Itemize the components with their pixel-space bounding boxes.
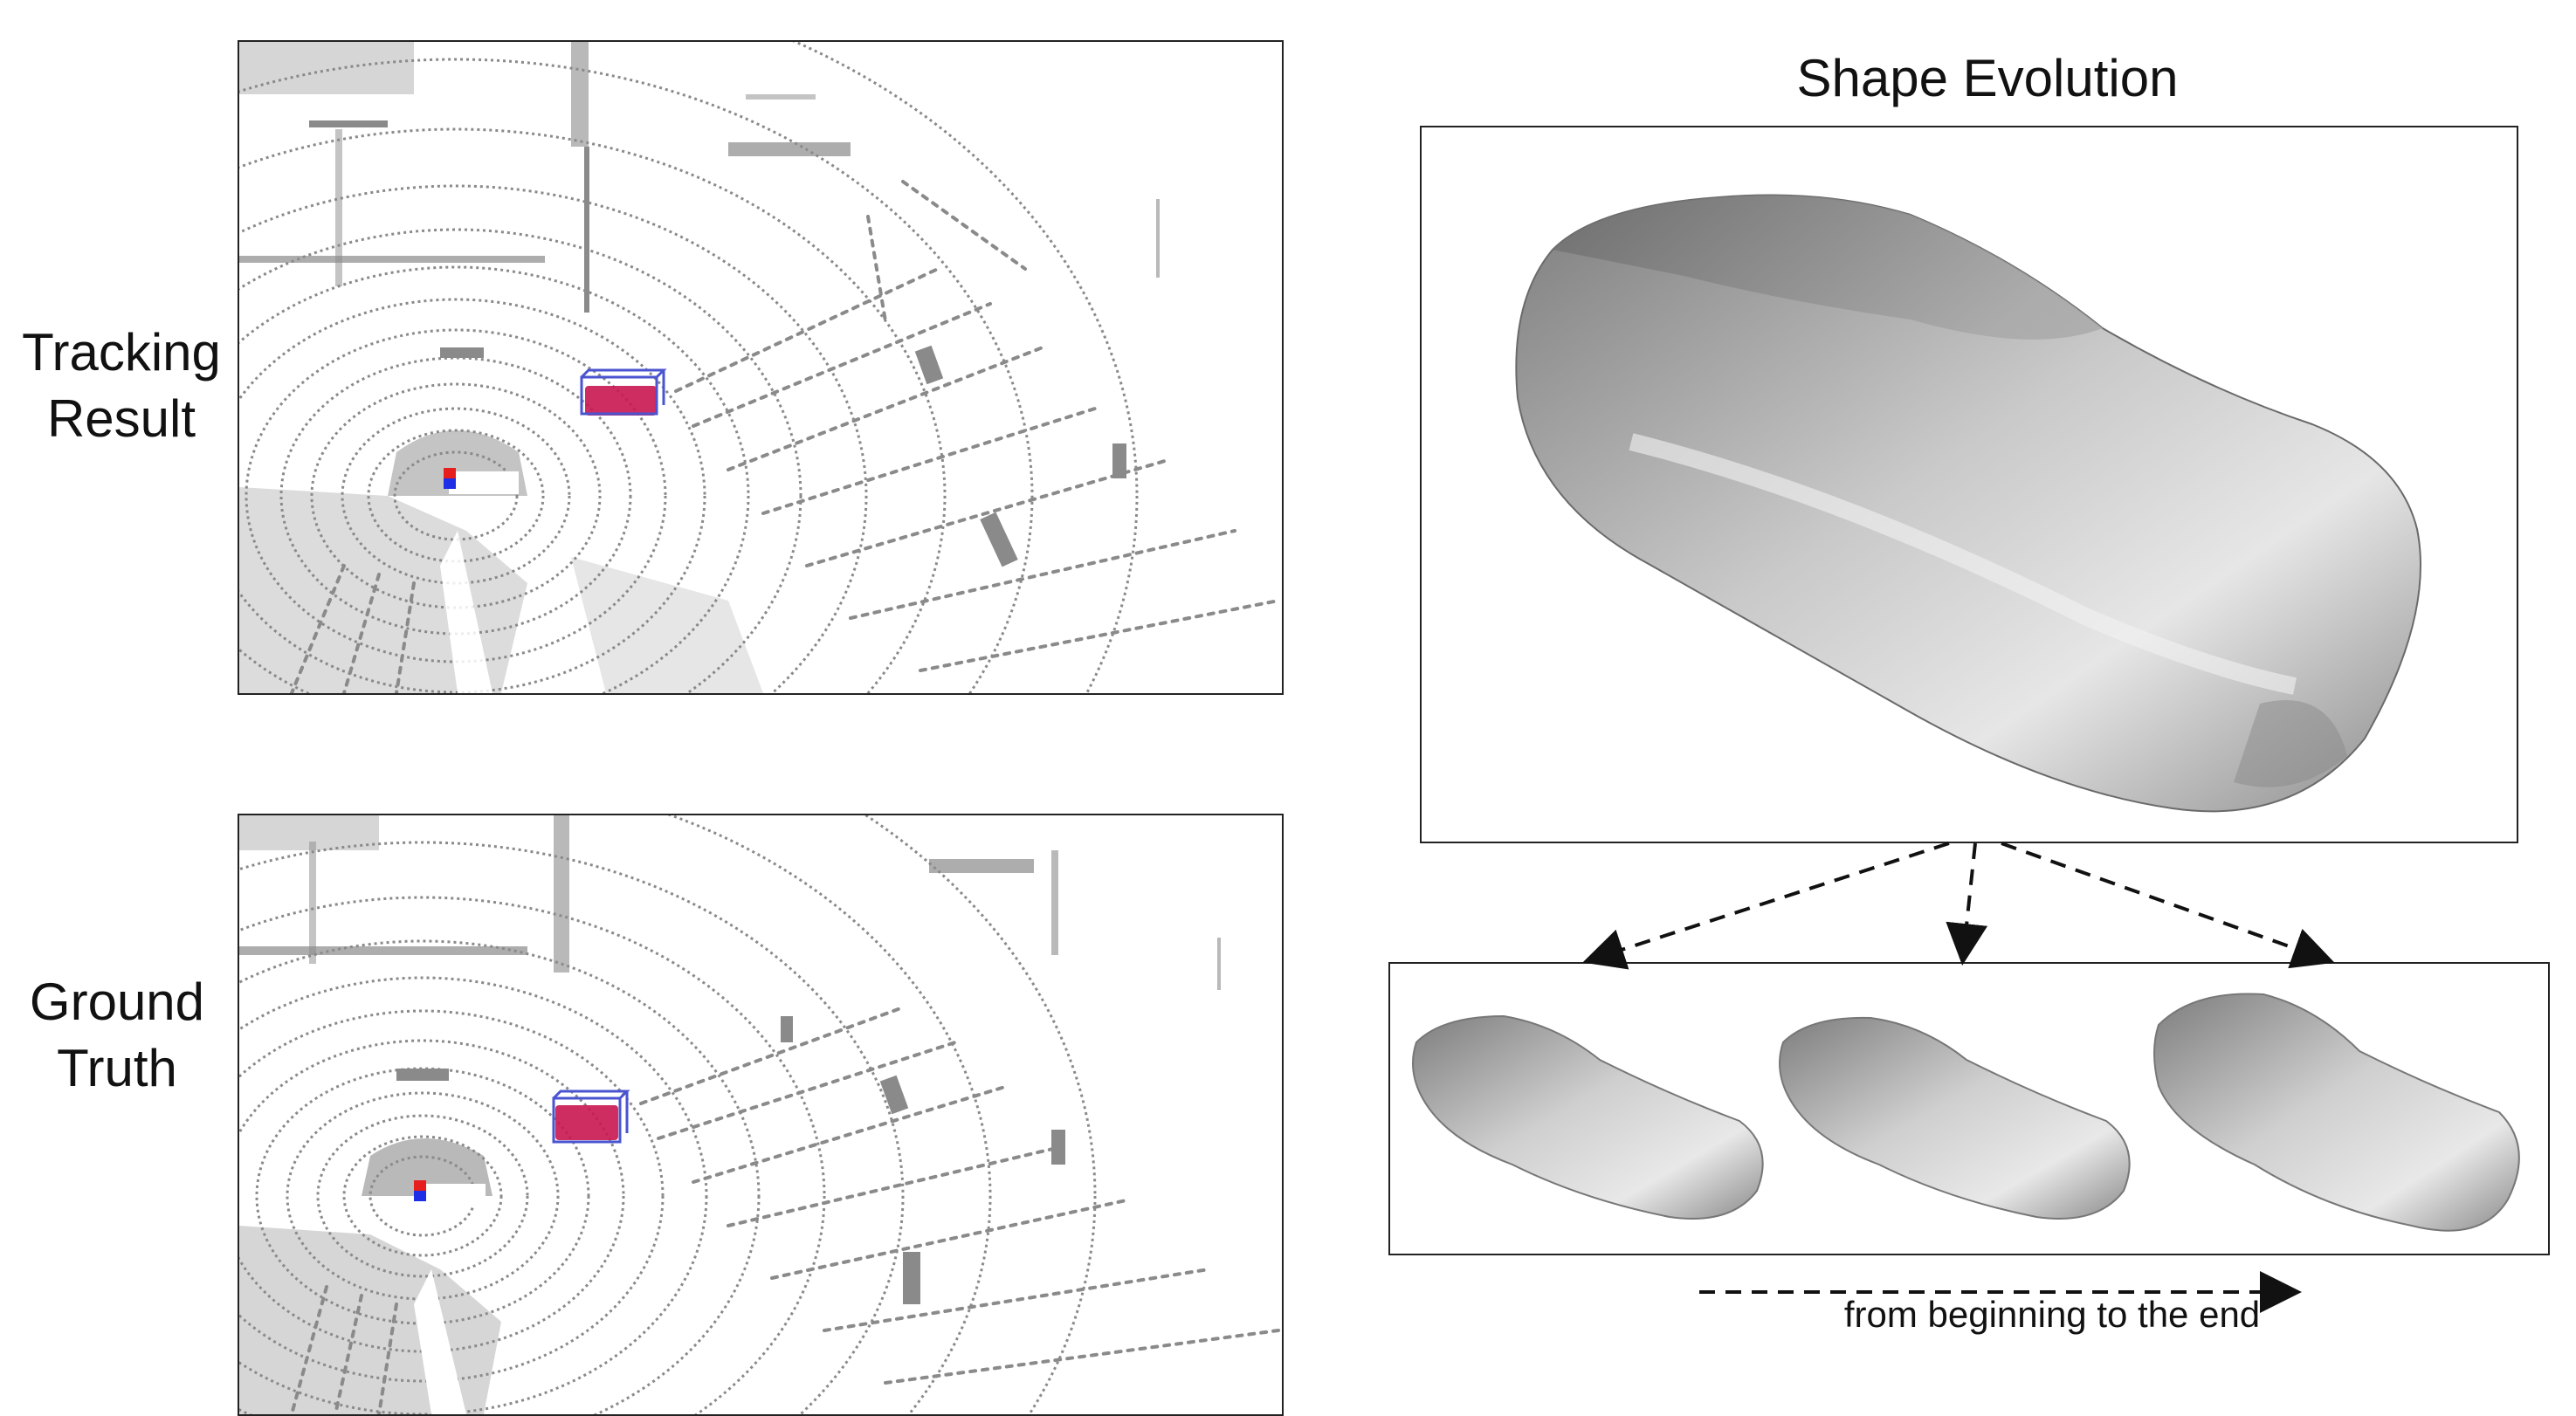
ego-marker-red bbox=[414, 1180, 426, 1191]
bounding-box-icon bbox=[580, 368, 667, 416]
ground-truth-label-line2: Truth bbox=[57, 1039, 177, 1097]
ego-marker-blue bbox=[414, 1191, 426, 1201]
tracking-result-label: Tracking Result bbox=[9, 320, 234, 452]
lidar-ground-mass bbox=[239, 1138, 501, 1414]
bounding-box-icon bbox=[552, 1089, 630, 1144]
shape-evolution-title: Shape Evolution bbox=[1796, 49, 2179, 107]
car-side-highlight bbox=[1629, 433, 2297, 695]
ground-truth-panel bbox=[238, 814, 1284, 1416]
lidar-scattered-streaks bbox=[290, 1006, 1280, 1414]
tracking-result-panel bbox=[238, 40, 1284, 695]
arrow-to-middle bbox=[1946, 842, 1988, 966]
ego-vehicle bbox=[419, 1184, 486, 1205]
car-mesh-large bbox=[1515, 194, 2421, 813]
ground-truth-label-line1: Ground bbox=[29, 973, 205, 1031]
lidar-scene-ground-truth bbox=[239, 815, 1280, 1414]
tracked-car-points bbox=[555, 1105, 618, 1140]
lidar-scene-tracking bbox=[239, 42, 1280, 693]
lidar-objects bbox=[781, 1016, 1065, 1304]
lidar-objects bbox=[914, 345, 1126, 567]
ground-truth-label: Ground Truth bbox=[9, 969, 225, 1102]
car-wheel-shade-rear bbox=[2234, 700, 2347, 787]
tracking-label-line2: Result bbox=[46, 389, 196, 448]
car-mesh-sequence bbox=[1412, 993, 2520, 1232]
tracking-label-line1: Tracking bbox=[22, 323, 221, 381]
shape-evolution-caption: from beginning to the end bbox=[1843, 1294, 2261, 1335]
ego-marker-blue bbox=[444, 478, 456, 489]
shape-large-panel bbox=[1420, 126, 2518, 843]
car-mesh-middle bbox=[1779, 1016, 2131, 1220]
car-roof-shade bbox=[1553, 195, 2103, 340]
arrow-to-late bbox=[2001, 842, 2335, 969]
lidar-scattered-streaks bbox=[290, 180, 1280, 693]
car-mesh-late bbox=[2153, 993, 2520, 1232]
arrow-to-early bbox=[1582, 842, 1950, 970]
lidar-structures bbox=[239, 815, 1221, 1081]
shape-small-panel bbox=[1388, 962, 2550, 1255]
car-mesh-early bbox=[1412, 1014, 1764, 1220]
lidar-structures bbox=[239, 42, 1160, 358]
ego-marker-red bbox=[444, 468, 456, 478]
ego-vehicle bbox=[449, 471, 519, 494]
lidar-ground-mass bbox=[239, 430, 763, 693]
tracked-car-points bbox=[585, 386, 657, 416]
